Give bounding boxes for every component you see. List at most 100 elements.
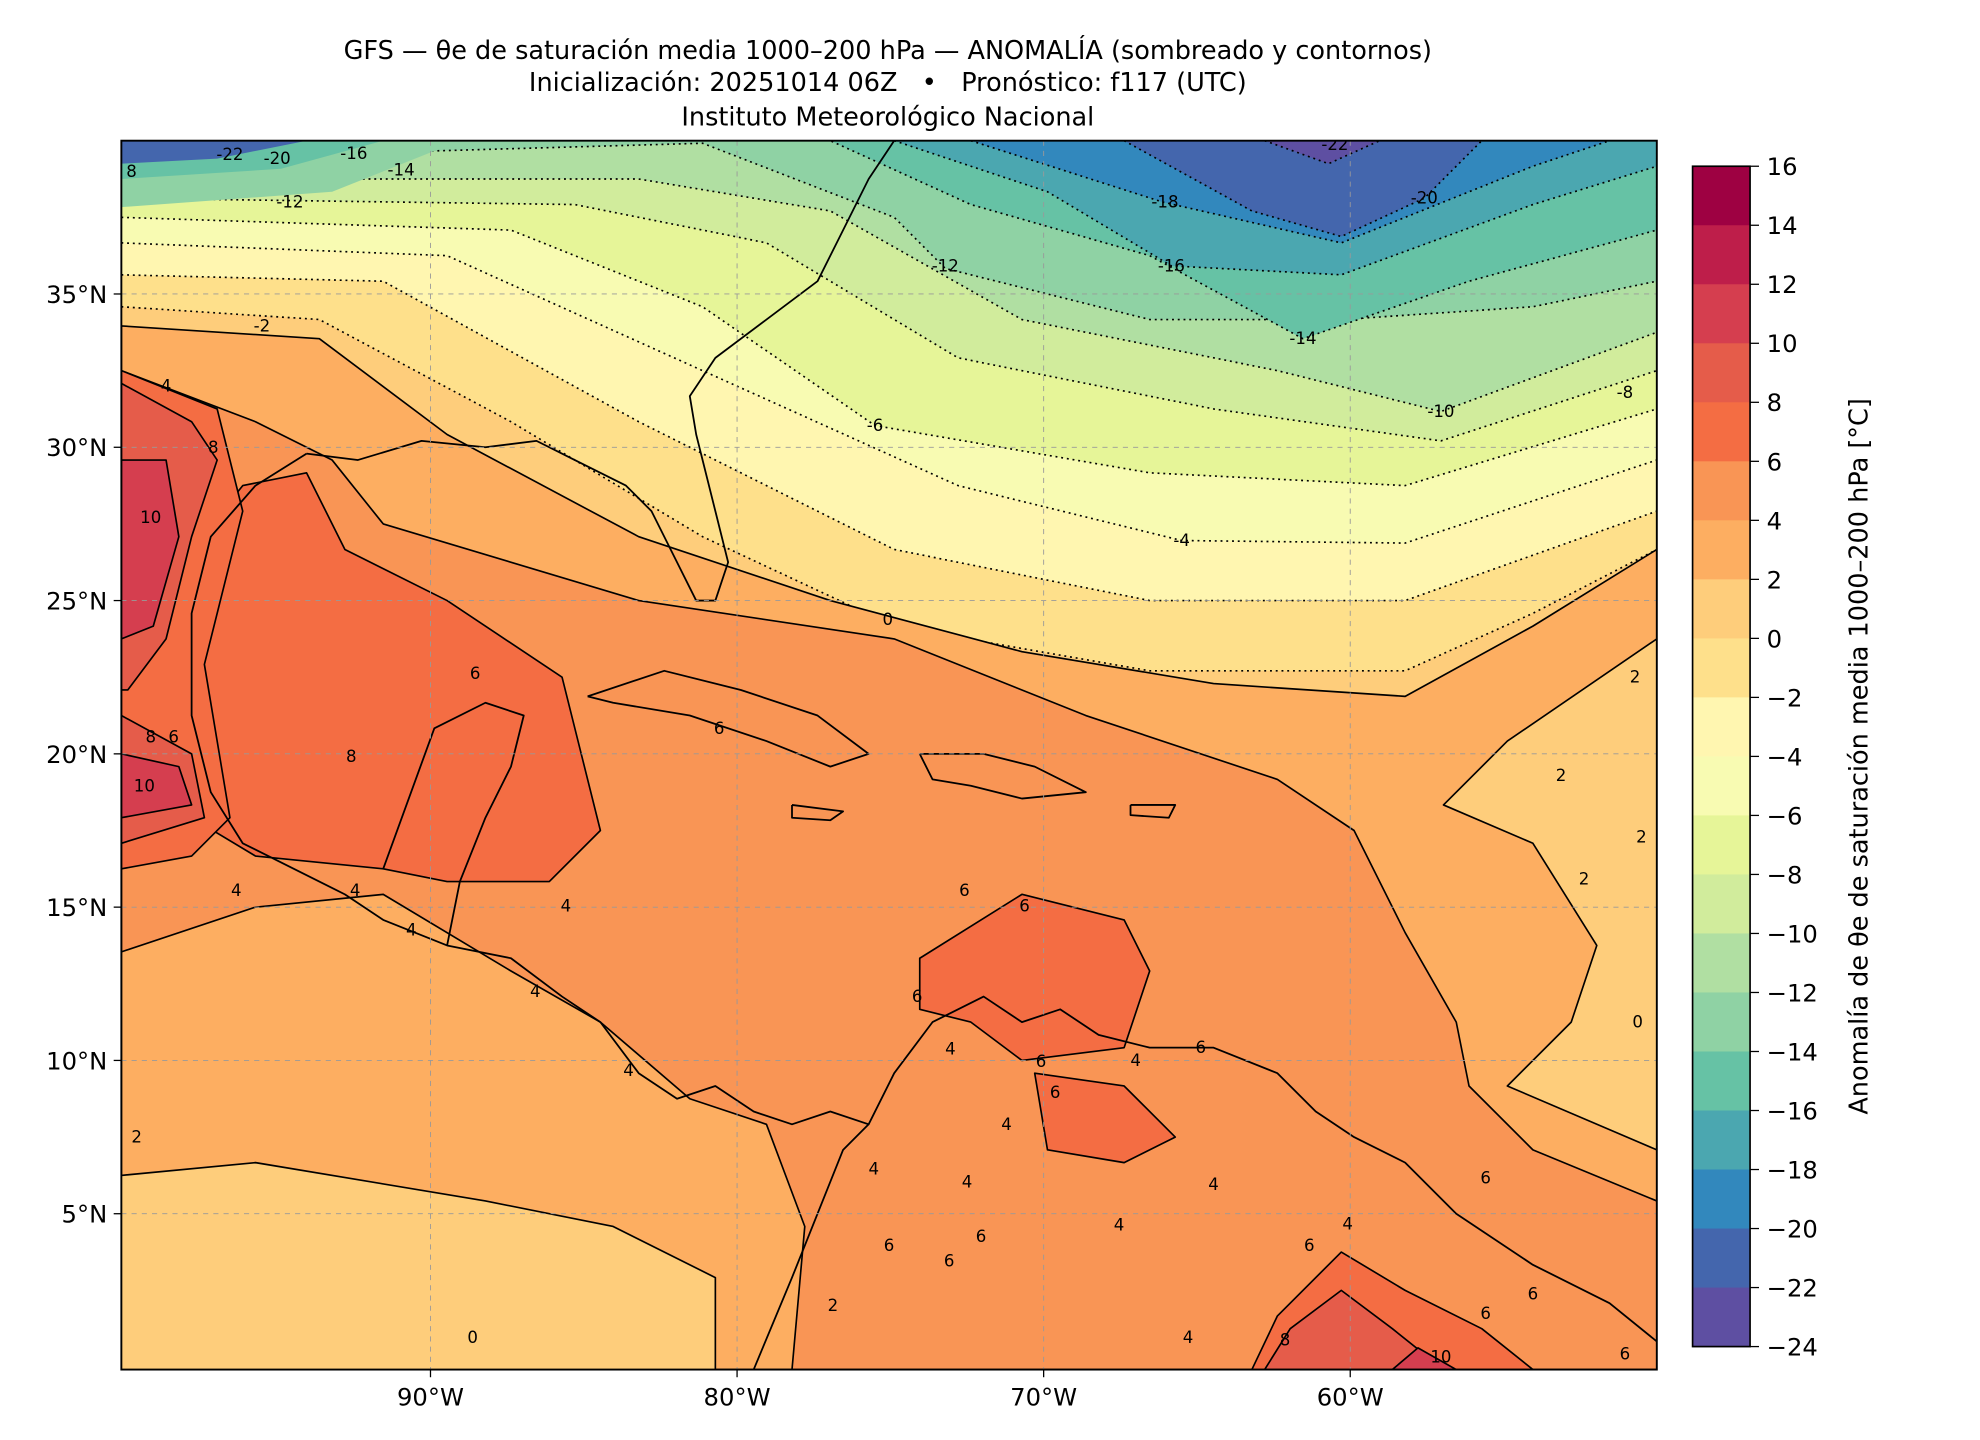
contour-label: 6 [912, 987, 923, 1006]
colorbar-swatch [1692, 933, 1751, 994]
coastline [1129, 804, 1177, 819]
contour-label: 2 [1579, 870, 1590, 889]
contour-label: 6 [1195, 1038, 1206, 1057]
shading-band-warm [121, 369, 1657, 1370]
contour-label: 4 [1114, 1216, 1125, 1235]
contour-label: 8 [145, 728, 156, 747]
colorbar-tick-label: 8 [1767, 388, 1782, 417]
colorbar-swatch [1692, 638, 1751, 699]
contour-label: -6 [867, 416, 884, 435]
y-tick-label: 35°N [46, 280, 107, 309]
y-tick-label: 5°N [62, 1200, 108, 1229]
colorbar-swatch [1692, 461, 1751, 521]
contour-label: 6 [470, 664, 481, 683]
y-tick-label: 15°N [46, 893, 107, 922]
contour-label: 0 [1632, 1013, 1643, 1032]
x-tick-label: 70°W [1010, 1382, 1077, 1411]
y-tick-label: 10°N [46, 1046, 107, 1075]
colorbar-swatch [1692, 402, 1751, 462]
colorbar-tick-label: 2 [1767, 565, 1782, 594]
contour-negative [1264, 140, 1380, 165]
contour-label: -10 [1427, 402, 1454, 421]
contour-label: -4 [1173, 531, 1190, 550]
shading-band-warm [1391, 1347, 1458, 1370]
colorbar-tick-label: 16 [1767, 152, 1798, 181]
contour-label: 4 [962, 1172, 973, 1191]
contour-label: 4 [561, 896, 572, 915]
x-tick-label: 90°W [397, 1382, 464, 1411]
colorbar-tick-label: −18 [1767, 1155, 1818, 1184]
colorbar-swatch [1692, 756, 1751, 817]
colorbar-swatch [1692, 1110, 1751, 1171]
y-tick-label: 20°N [46, 740, 107, 769]
contour-label: 6 [714, 719, 725, 738]
contour-label: 2 [1556, 766, 1567, 785]
shading-band-warm [918, 893, 1151, 1062]
contour-label: -18 [1151, 193, 1178, 212]
contour-label: 6 [1480, 1304, 1491, 1323]
contour-label: 6 [168, 728, 179, 747]
coastline [791, 804, 844, 822]
contour-label: 4 [231, 881, 242, 900]
contour-label: -8 [1617, 383, 1634, 402]
shading-band-warm [1033, 1072, 1177, 1164]
contour-label: 4 [350, 881, 361, 900]
contour-label: 4 [868, 1160, 879, 1179]
shading-band-warm [1263, 1289, 1445, 1370]
contour-label: 8 [1280, 1331, 1291, 1350]
contour-negative [121, 216, 1657, 487]
title-line-3: Instituto Meteorológico Nacional [681, 102, 1094, 132]
contour-label: 4 [1001, 1115, 1012, 1134]
contour-label: -22 [1321, 135, 1348, 154]
colorbar-label: Anomalía de θe de saturación media 1000–… [1845, 398, 1875, 1115]
contour-label: 8 [346, 747, 357, 766]
contour-label: -22 [216, 145, 243, 164]
contour-label: 4 [1130, 1051, 1141, 1070]
colorbar-swatch [1692, 225, 1751, 285]
contour-label: 6 [976, 1227, 987, 1246]
contour-negative [893, 140, 1657, 276]
colorbar-tick-label: −10 [1767, 919, 1818, 948]
contour-label: 0 [883, 610, 894, 629]
colorbar-tick-label: −8 [1767, 860, 1803, 889]
shading-band-cold [1264, 140, 1380, 164]
contour-negative [121, 197, 1657, 442]
contour-label: 2 [828, 1296, 839, 1315]
contour-label: 4 [161, 376, 172, 395]
contour-label: 8 [208, 438, 219, 457]
contour-label: 6 [1019, 896, 1030, 915]
contour-label: 4 [1342, 1214, 1353, 1233]
contour-negative [121, 142, 1657, 321]
colorbar-swatch [1692, 343, 1751, 403]
colorbar-tick-label: −2 [1767, 683, 1803, 712]
contour-label: -14 [388, 161, 415, 180]
contour-label: 6 [884, 1236, 895, 1255]
contour-label: 6 [944, 1251, 955, 1270]
shading-band-warm [121, 753, 193, 819]
contour-label: 6 [1036, 1052, 1047, 1071]
contour-label: 10 [1430, 1347, 1451, 1366]
contour-label: -16 [340, 144, 367, 163]
shading-band-warm [121, 459, 180, 640]
colorbar-swatch [1692, 284, 1751, 344]
map-panel: -22 -20 -16-14-128-22-18 -20-12 -16-14-10-8-… [121, 135, 1657, 1370]
colorbar-tick-label: 14 [1767, 211, 1798, 240]
colorbar-tick-label: −16 [1767, 1096, 1818, 1125]
colorbar-tick-label: −24 [1767, 1333, 1818, 1362]
contour-label: -12 [932, 256, 959, 275]
contour-label: -16 [1158, 256, 1185, 275]
contour-label: -20 [264, 149, 291, 168]
title-line-2: Inicialización: 20251014 06Z • Pronóstic… [529, 68, 1247, 98]
contour-label: -14 [1289, 329, 1316, 348]
colorbar-swatch [1692, 1169, 1751, 1230]
colorbar-swatch [1692, 697, 1751, 758]
contour-negative [1123, 140, 1483, 238]
contour-negative [121, 305, 1657, 672]
colorbar-tick-label: −14 [1767, 1037, 1818, 1066]
plot-frame [120, 139, 1658, 1371]
x-tick-label: 80°W [704, 1382, 771, 1411]
contour-label: 4 [1183, 1328, 1194, 1347]
contour-label: 8 [126, 162, 137, 181]
coastline [587, 669, 870, 768]
